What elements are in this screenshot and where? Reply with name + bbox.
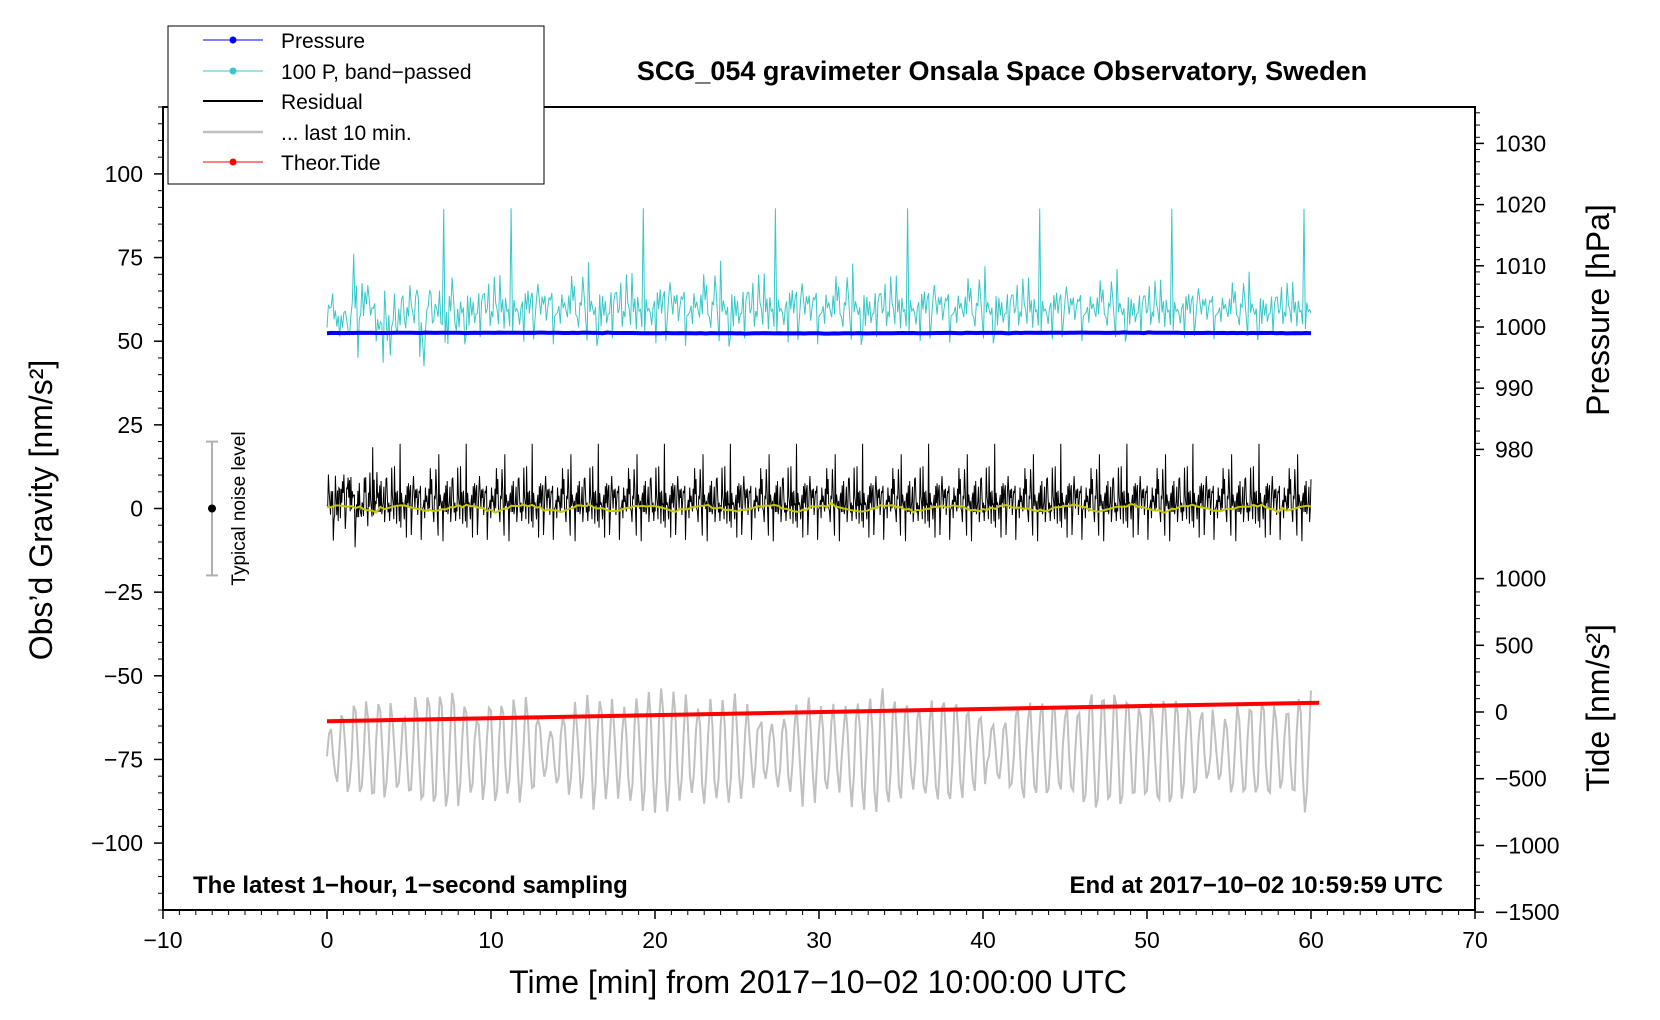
y-left-tick-label: 0: [130, 496, 143, 522]
y-left-tick-label: −25: [104, 579, 143, 605]
y-left-tick-label: −75: [104, 746, 143, 772]
x-tick-label: 0: [321, 927, 334, 953]
pressure-tick-label: 1020: [1495, 192, 1546, 218]
noise-center-dot: [208, 504, 216, 513]
x-tick-label: 70: [1462, 927, 1488, 953]
series-band-passed-line: [326, 208, 1312, 367]
legend-marker-tide: [229, 158, 237, 166]
pressure-tick-label: 980: [1495, 436, 1533, 462]
noise-level-indicator: Typical noise level: [206, 431, 250, 586]
legend: Pressure 100 P, band−passed Residual ...…: [167, 25, 545, 185]
y-left-tick-label: 50: [117, 328, 143, 354]
y-left-tick-label: 75: [117, 245, 143, 271]
chart-title: SCG_054 gravimeter Onsala Space Observat…: [637, 56, 1367, 86]
legend-label-residual: Residual: [281, 91, 363, 114]
ticks-layer: −10 0 10 20 30 40 50 60 70−100−75−50−25025507510…: [91, 106, 1560, 953]
y-left-tick-label: 25: [117, 412, 143, 438]
y-left-tick-label: −100: [91, 830, 143, 856]
legend-label-band-passed: 100 P, band−passed: [281, 61, 472, 84]
x-tick-label: 50: [1134, 927, 1160, 953]
legend-marker-pressure: [229, 36, 237, 44]
series-tide-line: [326, 700, 1320, 724]
tide-tick-label: 1000: [1495, 566, 1546, 592]
series-residual-smoothed-line: [326, 501, 1312, 514]
tide-tick-label: 500: [1495, 632, 1533, 658]
pressure-tick-label: 1010: [1495, 253, 1546, 279]
pressure-tick-label: 1000: [1495, 314, 1546, 340]
x-tick-label: 10: [478, 927, 504, 953]
legend-label-pressure: Pressure: [281, 30, 365, 53]
y-left-tick-label: −50: [104, 663, 143, 689]
noise-level-label: Typical noise level: [229, 431, 250, 585]
y-axis-label-tide: Tide [nm/s²]: [1580, 624, 1616, 792]
tide-tick-label: −1000: [1495, 832, 1560, 858]
y-left-tick-label: 100: [105, 161, 143, 187]
x-tick-label: 30: [806, 927, 832, 953]
x-tick-label: 60: [1298, 927, 1324, 953]
note-sampling: The latest 1−hour, 1−second sampling: [193, 872, 628, 899]
x-tick-label: −10: [143, 927, 182, 953]
series-pressure-line: [326, 330, 1312, 336]
tide-tick-label: −500: [1495, 766, 1547, 792]
x-tick-label: 20: [642, 927, 668, 953]
legend-label-tide: Theor.Tide: [281, 152, 381, 175]
series-layer: [326, 208, 1320, 813]
y-axis-label-left: Obs’d Gravity [nm/s²]: [23, 360, 59, 661]
x-tick-label: 40: [970, 927, 996, 953]
legend-box: [167, 25, 545, 185]
legend-marker-band-passed: [229, 67, 237, 75]
series-last-10-min-line: [326, 688, 1312, 813]
tide-tick-label: −1500: [1495, 899, 1560, 925]
pressure-tick-label: 990: [1495, 375, 1533, 401]
y-axis-label-pressure: Pressure [hPa]: [1580, 204, 1616, 416]
series-residual-line: [326, 443, 1312, 548]
legend-label-last10: ... last 10 min.: [281, 122, 412, 145]
pressure-tick-label: 1030: [1495, 130, 1546, 156]
x-axis-label: Time [min] from 2017−10−02 10:00:00 UTC: [509, 964, 1127, 1000]
tide-tick-label: 0: [1495, 699, 1508, 725]
note-end-time: End at 2017−10−02 10:59:59 UTC: [1069, 872, 1443, 899]
